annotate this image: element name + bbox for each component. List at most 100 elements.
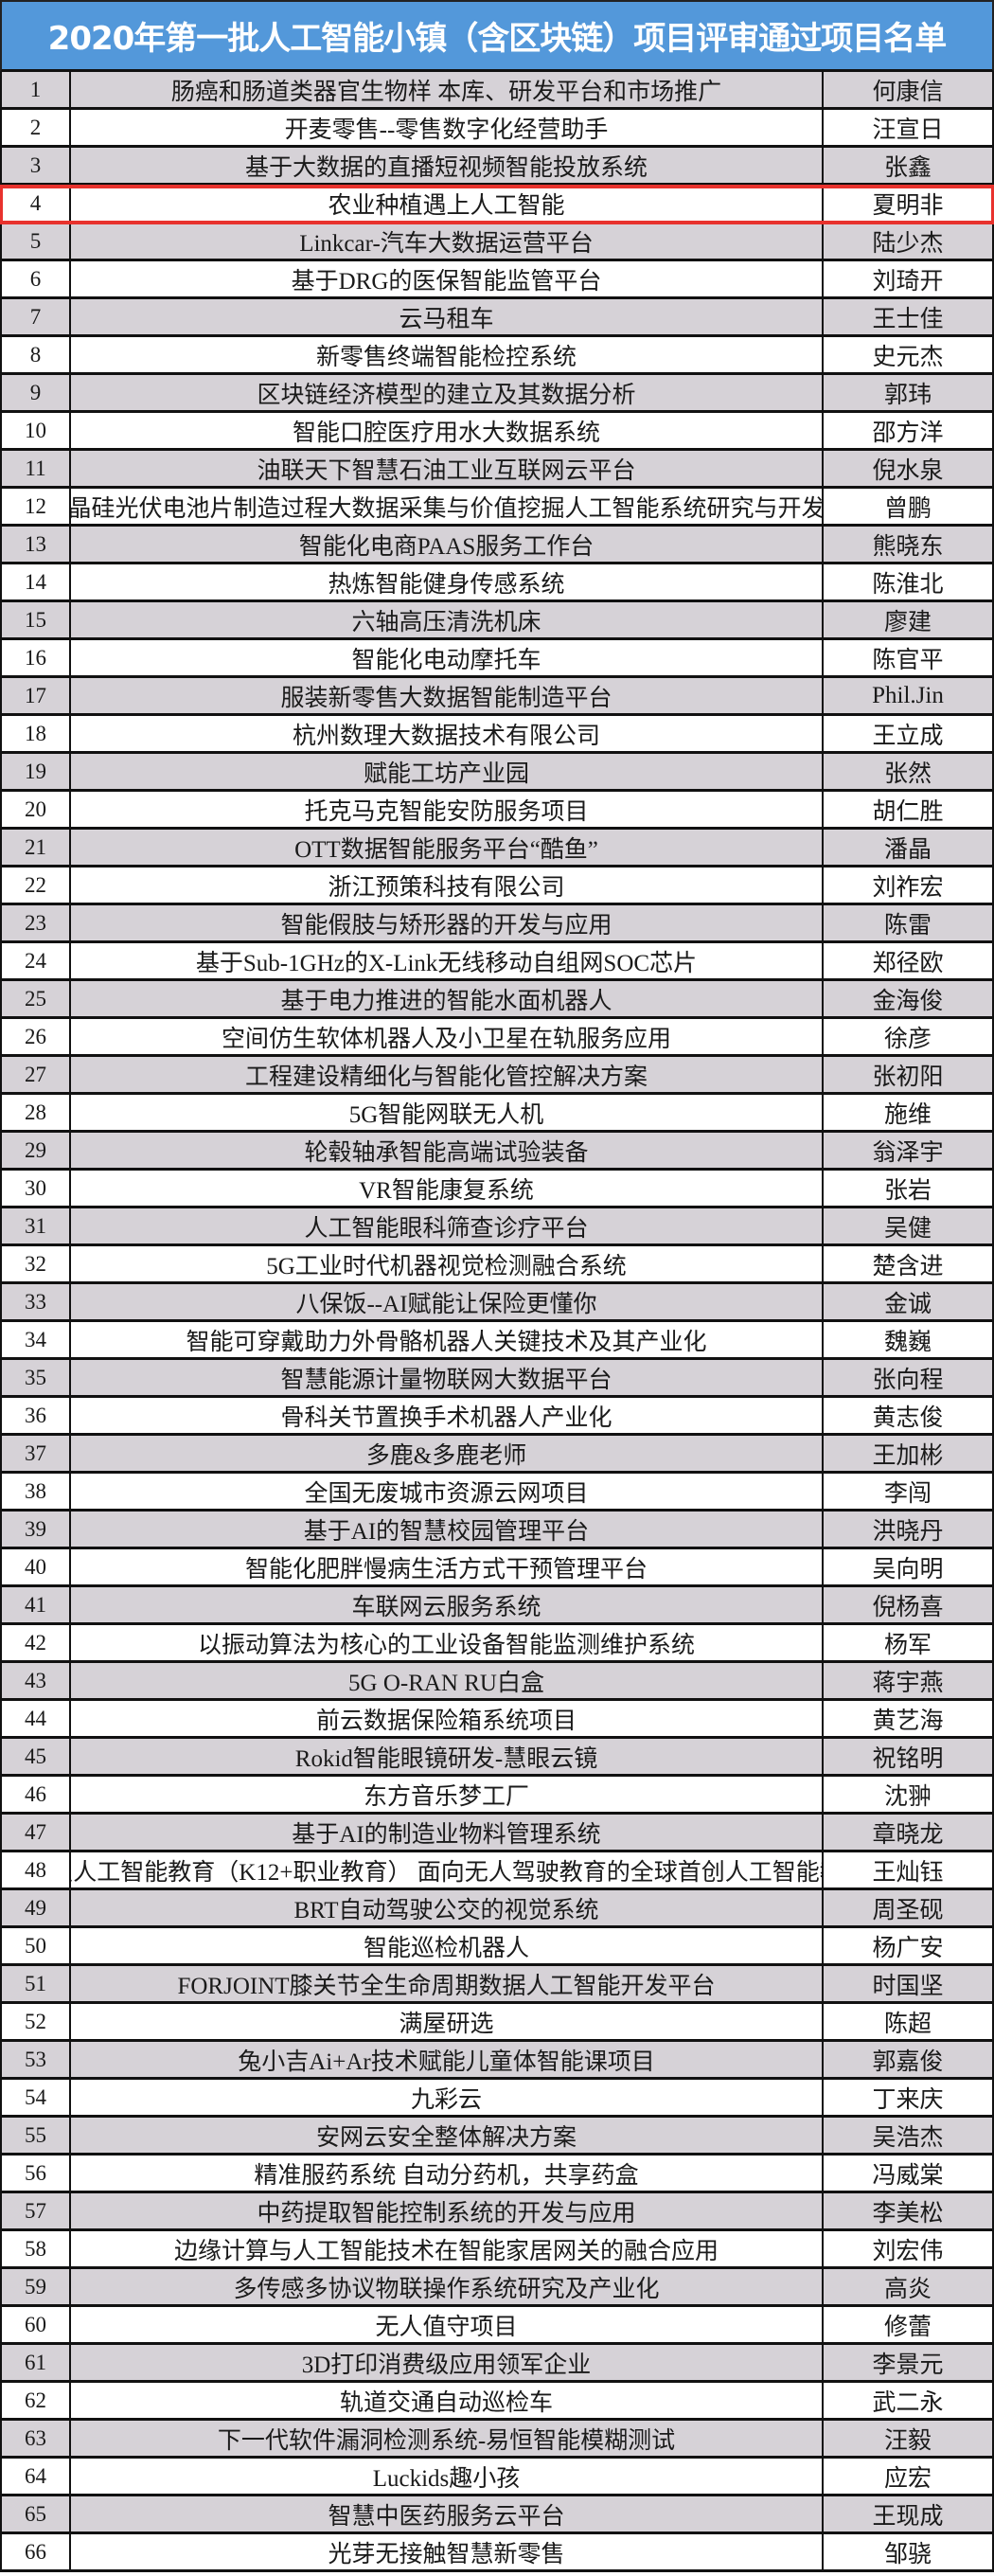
row-number: 66 xyxy=(2,2534,71,2569)
table-row: 27 工程建设精细化与智能化管控解决方案 张初阳 xyxy=(0,1057,994,1095)
leader-name: 史元杰 xyxy=(872,344,944,370)
row-number: 63 xyxy=(2,2421,71,2456)
row-number: 45 xyxy=(2,1739,71,1774)
leader-name: 刘琦开 xyxy=(872,268,944,295)
leader-name: 章晓龙 xyxy=(872,1821,944,1848)
project-name: 智能巡检机器人 xyxy=(71,1928,824,1963)
row-number: 27 xyxy=(2,1057,71,1092)
leader-name: 黄志俊 xyxy=(872,1404,944,1431)
row-number: 34 xyxy=(2,1322,71,1357)
table-row: 37 多鹿&多鹿老师 王加彬 xyxy=(0,1436,994,1474)
row-number: 41 xyxy=(2,1587,71,1622)
row-number: 40 xyxy=(2,1549,71,1584)
leader-name: 修蕾 xyxy=(883,2314,932,2340)
leader-name: 高炎 xyxy=(883,2276,932,2302)
project-name: 轮毂轴承智能高端试验装备 xyxy=(71,1133,824,1168)
project-name: 人工智能眼科筛查诊疗平台 xyxy=(71,1208,824,1243)
project-name: 智能可穿戴助力外骨骼机器人关键技术及其产业化 xyxy=(71,1322,824,1357)
table-row: 19 赋能工坊产业园 张然 xyxy=(0,754,994,792)
project-name: 热炼智能健身传感系统 xyxy=(71,564,824,599)
table-row: 62 轨道交通自动巡检车 武二永 xyxy=(0,2383,994,2421)
row-number: 35 xyxy=(2,1360,71,1395)
project-name: Linkcar-汽车大数据运营平台 xyxy=(71,224,824,259)
leader-name: 郭嘉俊 xyxy=(872,2048,944,2075)
leader-name: 李闯 xyxy=(883,1480,932,1507)
table-row: 47 基于AI的制造业物料管理系统 章晓龙 xyxy=(0,1815,994,1852)
table-row: 13 智能化电商PAAS服务工作台 熊晓东 xyxy=(0,527,994,564)
leader-name: 吴浩杰 xyxy=(872,2124,944,2151)
table-row: 14 热炼智能健身传感系统 陈淮北 xyxy=(0,564,994,602)
project-name: 基于大数据的直播短视频智能投放系统 xyxy=(71,148,824,183)
project-name: 云马租车 xyxy=(71,299,824,334)
project-name: 边缘计算与人工智能技术在智能家居网关的融合应用 xyxy=(71,2231,824,2266)
table-row: 42 以振动算法为核心的工业设备智能监测维护系统 杨军 xyxy=(0,1625,994,1663)
project-name: 轨道交通自动巡检车 xyxy=(71,2383,824,2418)
row-number: 31 xyxy=(2,1208,71,1243)
project-name: 骨科关节置换手术机器人产业化 xyxy=(71,1398,824,1433)
table-row: 55 安网云安全整体解决方案 吴浩杰 xyxy=(0,2118,994,2156)
leader-name: 金海俊 xyxy=(872,988,944,1014)
leader-name: 廖建 xyxy=(883,609,932,635)
leader-name: 冯威棠 xyxy=(872,2162,944,2189)
row-number: 47 xyxy=(2,1815,71,1850)
table-row: 63 下一代软件漏洞检测系统-易恒智能模糊测试 汪毅 xyxy=(0,2421,994,2459)
table-row: 25 基于电力推进的智能水面机器人 金海俊 xyxy=(0,981,994,1019)
leader-name: 吴向明 xyxy=(872,1556,944,1583)
table-row: 3 基于大数据的直播短视频智能投放系统 张鑫 xyxy=(0,148,994,186)
project-name: 杭州数理大数据技术有限公司 xyxy=(71,716,824,751)
row-number: 7 xyxy=(2,299,71,334)
project-name: 5G O-RAN RU白盒 xyxy=(71,1663,824,1698)
leader-name: 陈超 xyxy=(883,2011,932,2037)
project-name: 晶硅光伏电池片制造过程大数据采集与价值挖掘人工智能系统研究与开发 xyxy=(71,489,824,524)
row-number: 60 xyxy=(2,2307,71,2342)
row-number: 56 xyxy=(2,2156,71,2191)
row-number: 38 xyxy=(2,1474,71,1509)
leader-name: 张鑫 xyxy=(883,154,932,181)
row-number: 4 xyxy=(2,186,71,221)
leader-name: Phil.Jin xyxy=(872,682,944,708)
leader-name: 倪杨喜 xyxy=(872,1594,944,1620)
table-row: 48 星人工智能教育（K12+职业教育） 面向无人驾驶教育的全球首创人工智能教 王灿… xyxy=(0,1852,994,1890)
table-row: 39 基于AI的智慧校园管理平台 洪晓丹 xyxy=(0,1512,994,1549)
row-number: 64 xyxy=(2,2459,71,2494)
project-name: 兔小吉Ai+Ar技术赋能儿童体智能课项目 xyxy=(71,2042,824,2077)
table-row: 51 FORJOINT膝关节全生命周期数据人工智能开发平台 时国坚 xyxy=(0,1966,994,2004)
row-number: 15 xyxy=(2,602,71,637)
table-row: 45 Rokid智能眼镜研发-慧眼云镜 祝铭明 xyxy=(0,1739,994,1777)
leader-name: 周圣砚 xyxy=(872,1897,944,1923)
row-number: 26 xyxy=(2,1019,71,1054)
table-row: 31 人工智能眼科筛查诊疗平台 吴健 xyxy=(0,1208,994,1246)
row-number: 50 xyxy=(2,1928,71,1963)
table-row: 57 中药提取智能控制系统的开发与应用 李美松 xyxy=(0,2193,994,2231)
leader-name: 汪毅 xyxy=(883,2427,932,2454)
row-number: 29 xyxy=(2,1133,71,1168)
leader-name: 张岩 xyxy=(883,1177,932,1204)
project-name: 3D打印消费级应用领军企业 xyxy=(71,2345,824,2380)
project-name: 车联网云服务系统 xyxy=(71,1587,824,1622)
row-number: 32 xyxy=(2,1246,71,1281)
leader-name: 汪宣日 xyxy=(872,116,944,143)
table-row: 22 浙江预策科技有限公司 刘祚宏 xyxy=(0,868,994,905)
project-name: 托克马克智能安防服务项目 xyxy=(71,792,824,827)
table-row: 59 多传感多协议物联操作系统研究及产业化 高炎 xyxy=(0,2269,994,2307)
table-row: 28 5G智能网联无人机 施维 xyxy=(0,1095,994,1133)
table-row: 30 VR智能康复系统 张岩 xyxy=(0,1171,994,1208)
table-row: 38 全国无废城市资源云网项目 李闯 xyxy=(0,1474,994,1512)
leader-name: 魏巍 xyxy=(883,1329,932,1355)
row-number: 16 xyxy=(2,640,71,675)
project-name: BRT自动驾驶公交的视觉系统 xyxy=(71,1890,824,1925)
project-name: 智能口腔医疗用水大数据系统 xyxy=(71,413,824,448)
row-number: 59 xyxy=(2,2269,71,2304)
leader-name: 陆少杰 xyxy=(872,230,944,257)
table-row: 35 智慧能源计量物联网大数据平台 张向程 xyxy=(0,1360,994,1398)
leader-name: 洪晓丹 xyxy=(872,1518,944,1545)
leader-name: 时国坚 xyxy=(872,1973,944,1999)
project-name: 赋能工坊产业园 xyxy=(71,754,824,789)
leader-name: 王现成 xyxy=(872,2503,944,2530)
row-number: 46 xyxy=(2,1777,71,1812)
leader-name: 邹骁 xyxy=(883,2541,932,2567)
row-number: 14 xyxy=(2,564,71,599)
table-row: 60 无人值守项目 修蕾 xyxy=(0,2307,994,2345)
project-name: 智慧中医药服务云平台 xyxy=(71,2496,824,2531)
leader-name: 李景元 xyxy=(872,2352,944,2378)
